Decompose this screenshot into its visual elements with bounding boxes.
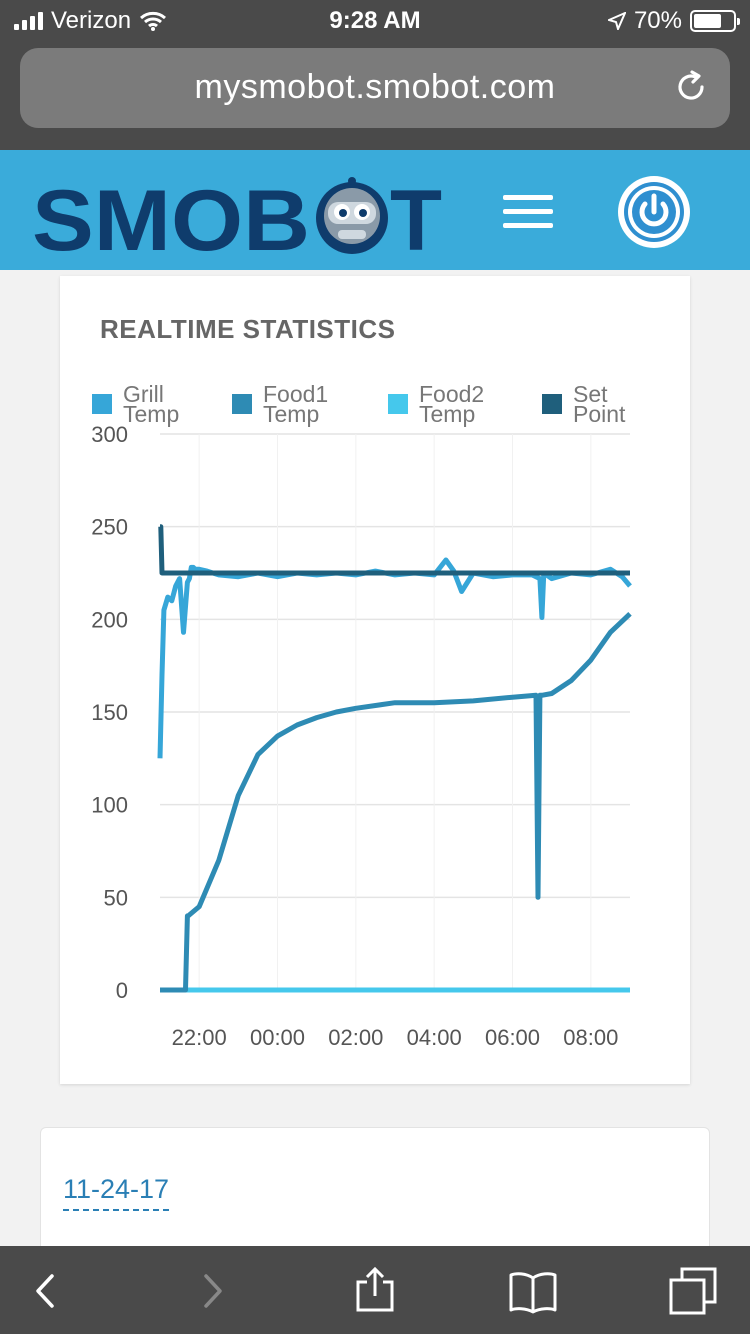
back-icon[interactable] xyxy=(22,1266,72,1316)
smobot-logo[interactable]: SMOB T xyxy=(32,176,442,256)
power-button[interactable] xyxy=(618,176,690,248)
share-icon[interactable] xyxy=(350,1266,400,1316)
y-tick-label: 250 xyxy=(91,515,128,540)
x-tick-label: 08:00 xyxy=(563,1025,618,1050)
legend-swatch xyxy=(542,394,562,414)
y-tick-label: 150 xyxy=(91,700,128,725)
reload-icon[interactable] xyxy=(674,70,708,104)
y-tick-label: 100 xyxy=(91,793,128,818)
location-icon xyxy=(607,12,626,30)
battery-icon xyxy=(690,10,740,32)
status-bar: Verizon 9:28 AM 70% xyxy=(0,0,750,40)
robot-mascot-icon xyxy=(316,177,388,254)
carrier-label: Verizon xyxy=(51,7,132,34)
legend-label: Food2 Temp xyxy=(419,381,484,427)
y-tick-label: 50 xyxy=(104,885,128,910)
power-icon xyxy=(624,182,684,242)
card-title: REALTIME STATISTICS xyxy=(100,314,396,344)
forward-icon[interactable] xyxy=(186,1266,236,1316)
tabs-icon[interactable] xyxy=(668,1266,718,1316)
wifi-icon xyxy=(140,11,167,31)
y-tick-label: 0 xyxy=(116,978,128,1003)
session-date-link[interactable]: 11-24-17 xyxy=(63,1174,170,1211)
x-tick-label: 02:00 xyxy=(328,1025,383,1050)
url-text: mysmobot.smobot.com xyxy=(194,68,556,106)
x-tick-label: 22:00 xyxy=(172,1025,227,1050)
y-tick-label: 300 xyxy=(91,422,128,447)
y-tick-label: 200 xyxy=(91,607,128,632)
logo-wordmark-left: SMOB xyxy=(32,176,310,256)
x-tick-label: 04:00 xyxy=(407,1025,462,1050)
legend-swatch xyxy=(232,394,252,414)
legend-swatch xyxy=(92,394,112,414)
series-line-grill-temp xyxy=(157,557,632,759)
logo-wordmark-right: T xyxy=(390,176,442,256)
browser-top-bar: Verizon 9:28 AM 70% mysmobot.smobot.com xyxy=(0,0,750,150)
browser-toolbar xyxy=(0,1246,750,1334)
legend-label: Grill Temp xyxy=(123,381,179,427)
battery-percent: 70% xyxy=(633,7,682,34)
legend-label: Set Point xyxy=(573,381,626,427)
temperature-chart: 300 250 200 150 100 50 0 22:00 00:00 02:00 04:00 06… xyxy=(91,381,632,1050)
series-line-food1-temp xyxy=(160,611,632,993)
status-time: 9:28 AM xyxy=(329,7,421,34)
url-bar[interactable]: mysmobot.smobot.com xyxy=(20,48,730,128)
series-line-set-point xyxy=(158,524,630,576)
realtime-statistics-card: REALTIME STATISTICS 300 250 200 150 100 50 0 22… xyxy=(60,276,690,1084)
legend-label: Food1 Temp xyxy=(263,381,328,427)
legend-swatch xyxy=(388,394,408,414)
date-card: 11-24-17 xyxy=(40,1127,710,1257)
x-tick-label: 06:00 xyxy=(485,1025,540,1050)
x-tick-label: 00:00 xyxy=(250,1025,305,1050)
hamburger-menu-icon[interactable] xyxy=(503,195,553,229)
bookmarks-icon[interactable] xyxy=(508,1266,558,1316)
signal-icon xyxy=(14,12,43,30)
